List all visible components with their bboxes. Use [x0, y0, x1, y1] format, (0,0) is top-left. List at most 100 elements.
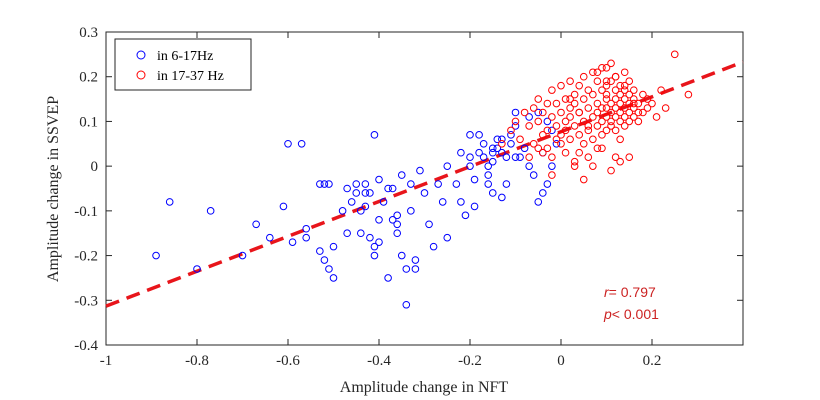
data-point [338, 207, 347, 215]
data-point [529, 139, 538, 148]
data-point [366, 189, 374, 197]
data-point [616, 135, 624, 144]
data-point [616, 99, 624, 108]
y-tick-label: 0.2 [79, 70, 98, 86]
x-tick-label: -0.8 [185, 353, 209, 369]
data-point [607, 108, 615, 117]
data-point [397, 251, 406, 260]
r-value: = 0.797 [609, 284, 656, 300]
data-point [329, 274, 338, 282]
data-point [561, 126, 570, 135]
data-point [566, 113, 574, 121]
p-statistic: p< 0.001 [603, 306, 659, 322]
data-point [620, 104, 629, 112]
data-point [193, 265, 201, 273]
data-point [593, 108, 602, 117]
data-point [575, 108, 584, 117]
data-point [325, 180, 333, 188]
data-point [284, 139, 292, 148]
x-tick-label: -0.2 [458, 353, 482, 369]
data-point [252, 220, 260, 229]
legend-marker-series-2 [136, 70, 146, 80]
data-point [570, 122, 579, 130]
data-point [425, 220, 433, 229]
y-tick-label: -0.4 [74, 338, 98, 354]
data-point [593, 68, 602, 77]
data-point [584, 122, 593, 130]
data-point [552, 122, 561, 130]
data-point [434, 180, 442, 188]
data-point [443, 162, 452, 170]
data-point [620, 122, 629, 130]
series-1-points [152, 108, 561, 309]
data-point [602, 126, 611, 135]
data-point [575, 131, 584, 139]
data-point [507, 131, 515, 139]
data-point [611, 153, 620, 161]
data-point [488, 189, 497, 197]
data-point [625, 99, 634, 108]
data-point [384, 184, 392, 193]
data-point [607, 117, 615, 126]
data-point [575, 81, 584, 90]
data-point [393, 220, 402, 229]
data-point [438, 198, 447, 206]
data-point [420, 189, 429, 197]
data-point [625, 77, 634, 85]
data-point [357, 207, 365, 215]
data-point [630, 99, 638, 108]
data-point [639, 108, 647, 117]
y-tick-label: 0 [91, 159, 99, 175]
x-tick-label: 0.2 [643, 353, 662, 369]
data-point [297, 139, 306, 148]
data-point [616, 117, 624, 126]
data-point [484, 180, 493, 188]
data-point [466, 162, 474, 170]
data-point [539, 189, 547, 197]
data-point [498, 148, 506, 157]
data-point [634, 99, 643, 108]
data-point [543, 117, 552, 126]
y-tick-label: 0.1 [79, 114, 98, 130]
data-point [534, 117, 543, 126]
data-point [347, 198, 356, 206]
data-point [557, 81, 565, 90]
data-point [620, 68, 629, 77]
data-point [343, 229, 351, 238]
data-point [411, 256, 420, 264]
data-point [402, 265, 411, 273]
data-point [479, 139, 488, 148]
data-point [493, 144, 502, 153]
legend-marker-series-1 [136, 50, 146, 60]
legend-label-series-1: in 6-17Hz [157, 49, 213, 64]
regression-line [105, 60, 744, 308]
data-point [630, 104, 638, 112]
data-point [370, 242, 379, 251]
data-point [479, 153, 488, 161]
data-point [470, 175, 479, 184]
data-point [539, 148, 547, 157]
data-point [534, 108, 543, 117]
data-point [484, 171, 493, 179]
data-point [598, 63, 606, 72]
data-point [611, 104, 620, 112]
data-point [152, 251, 160, 260]
data-point [589, 90, 597, 99]
data-point [539, 131, 547, 139]
data-point [411, 265, 420, 273]
data-point [470, 202, 479, 211]
r-statistic: r= 0.797 [604, 284, 656, 300]
data-point [607, 166, 615, 175]
trendline-layer [105, 60, 744, 308]
data-point [625, 117, 634, 126]
data-point [502, 153, 511, 161]
data-point [598, 104, 606, 112]
data-point [488, 157, 497, 166]
legend: in 6-17Hz in 17-37 Hz [114, 38, 252, 91]
data-point [388, 184, 397, 193]
data-point [602, 90, 611, 99]
p-symbol: p [603, 306, 612, 322]
data-point [611, 95, 620, 103]
data-point [475, 131, 483, 139]
data-point [416, 166, 424, 175]
